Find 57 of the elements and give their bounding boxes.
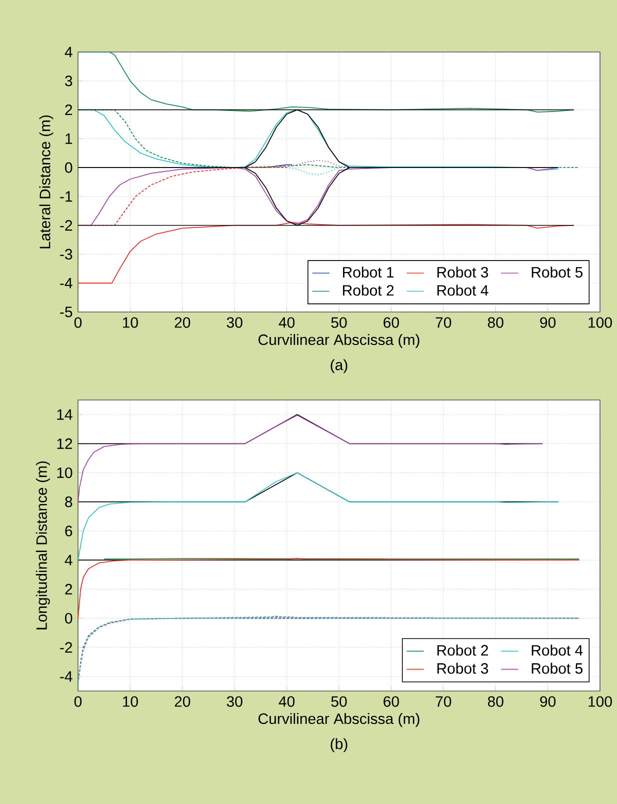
legend-label: Robot 3 [437, 662, 488, 674]
legend-label: Robot 5 [532, 662, 583, 674]
legend-label: Robot 4 [532, 644, 583, 656]
x-tick-label: 90 [540, 696, 556, 707]
y-tick-label: -4 [60, 278, 72, 288]
y-tick-label: -5 [60, 306, 72, 318]
y-tick-label: -2 [60, 642, 72, 653]
y-tick-label: 0 [65, 162, 72, 173]
y-tick-label: 4 [64, 554, 72, 566]
x-tick-label: 0 [74, 317, 82, 328]
x-tick-label: 50 [331, 317, 347, 328]
x-tick-label: 70 [436, 317, 452, 328]
y-axis-title: Longitudinal Distance (m) [36, 461, 50, 630]
x-tick-label: 50 [331, 696, 347, 707]
x-tick-label: 20 [174, 317, 190, 328]
legend-label: Robot 5 [532, 266, 583, 278]
legend-label: Robot 1 [343, 266, 394, 278]
y-tick-label: 2 [65, 104, 72, 116]
y-tick-label: 0 [65, 612, 72, 624]
x-tick-label: 60 [384, 696, 399, 707]
x-axis-title: Curvilinear Abscissa (m) [258, 713, 420, 727]
x-tick-label: 80 [488, 317, 504, 328]
y-tick-label: 4 [64, 46, 72, 58]
y-tick-label: 10 [57, 467, 72, 478]
x-tick-label: 40 [278, 317, 295, 328]
x-tick-label: 20 [174, 696, 190, 707]
y-tick-label: 1 [66, 134, 72, 144]
legend-label: Robot 3 [437, 266, 488, 278]
x-axis-title: Curvilinear Abscissa (m) [258, 334, 420, 348]
y-tick-label: -2 [60, 220, 72, 231]
x-tick-label: 80 [488, 696, 504, 707]
text: (b) [330, 738, 348, 752]
y-tick-label: 3 [65, 76, 72, 86]
y-tick-label: -1 [60, 191, 72, 202]
y-tick-label: 14 [57, 409, 72, 420]
x-tick-label: 100 [588, 317, 612, 328]
y-tick-label: 12 [57, 438, 72, 449]
x-tick-label: 0 [74, 696, 82, 707]
y-axis-title: Lateral Distance (m) [39, 115, 54, 248]
y-tick-label: 8 [65, 496, 72, 508]
x-tick-label: 100 [588, 696, 612, 707]
legend-label: Robot 2 [343, 284, 394, 296]
x-tick-label: 70 [436, 696, 452, 707]
text: (a) [330, 359, 348, 374]
y-tick-label: -3 [60, 248, 72, 260]
legend-label: Robot 2 [437, 644, 488, 656]
y-tick-label: -4 [60, 671, 72, 682]
y-tick-label: 2 [65, 584, 72, 594]
x-tick-label: 10 [123, 696, 138, 707]
x-tick-label: 30 [226, 696, 242, 707]
y-tick-label: 6 [65, 526, 72, 536]
x-tick-label: 40 [278, 696, 295, 707]
x-tick-label: 60 [384, 317, 399, 328]
x-tick-label: 30 [226, 317, 242, 328]
x-tick-label: 90 [540, 317, 556, 328]
legend-label: Robot 4 [437, 284, 488, 296]
x-tick-label: 10 [123, 317, 138, 328]
